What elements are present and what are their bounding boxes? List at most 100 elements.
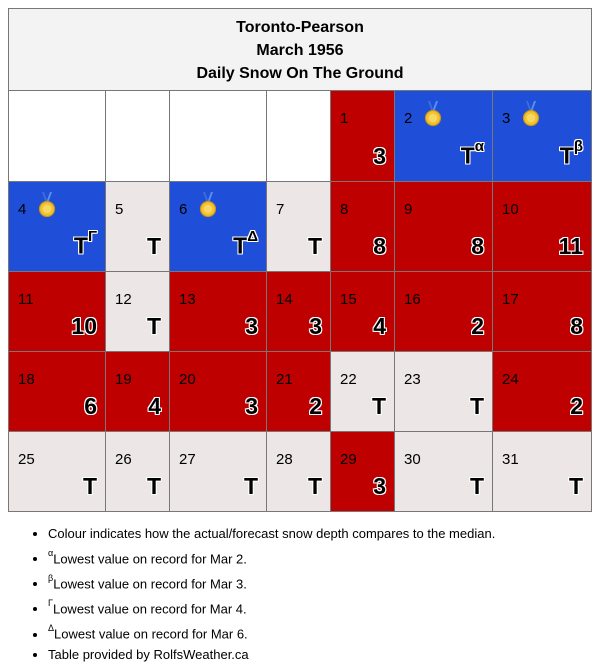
snow-depth-text: T <box>460 143 475 169</box>
empty-cell <box>170 91 267 182</box>
snow-calendar: Toronto-Pearson March 1956 Daily Snow On… <box>8 8 592 512</box>
day-cell-2: 2 Tα <box>395 91 493 182</box>
legend-note-delta: ΔLowest value on record for Mar 6. <box>48 620 592 645</box>
day-cell-13: 13 3 <box>170 272 267 352</box>
day-cell-10: 10 11 <box>493 182 591 272</box>
snow-depth-text: T <box>146 233 161 259</box>
day-cell-16: 16 2 <box>395 272 493 352</box>
snow-depth-value: T <box>83 474 97 498</box>
empty-cell <box>106 91 170 182</box>
empty-cell <box>267 91 331 182</box>
day-cell-20: 20 3 <box>170 352 267 432</box>
day-cell-30: 30 T <box>395 432 493 512</box>
snow-depth-text: 3 <box>373 143 386 169</box>
day-cell-15: 15 4 <box>331 272 395 352</box>
day-number: 26 <box>115 451 132 468</box>
day-number: 23 <box>404 371 421 388</box>
note-marker: α <box>48 547 54 558</box>
snow-depth-text: T <box>307 473 322 499</box>
legend-note-beta: βLowest value on record for Mar 3. <box>48 570 592 595</box>
snow-depth-value: 11 <box>559 234 583 258</box>
day-number: 8 <box>340 201 349 218</box>
empty-cell <box>9 91 106 182</box>
station-name: Toronto-Pearson <box>236 19 364 36</box>
snow-depth-value: T <box>569 474 583 498</box>
snow-depth-value: T <box>372 394 386 418</box>
day-number: 9 <box>404 201 413 218</box>
day-cell-23: 23 T <box>395 352 493 432</box>
snow-depth-text: 3 <box>373 473 386 499</box>
note-text: Lowest value on record for Mar 6. <box>54 626 248 642</box>
day-cell-18: 18 6 <box>9 352 106 432</box>
snow-depth-text: 4 <box>148 393 161 419</box>
credit-note: Table provided by RolfsWeather.ca <box>48 645 592 666</box>
day-number: 15 <box>340 291 357 308</box>
snow-depth-value: 3 <box>373 144 386 168</box>
medal-icon <box>199 192 217 218</box>
day-number: 17 <box>502 291 519 308</box>
day-cell-19: 19 4 <box>106 352 170 432</box>
snow-depth-value: T <box>147 234 161 258</box>
snow-depth-text: 2 <box>309 393 322 419</box>
day-number: 12 <box>115 291 132 308</box>
snow-depth-value: TΓ <box>74 228 97 258</box>
day-number: 2 <box>404 110 413 127</box>
day-number: 20 <box>179 371 196 388</box>
day-cell-4: 4 TΓ <box>9 182 106 272</box>
day-cell-27: 27 T <box>170 432 267 512</box>
snow-depth-value: 6 <box>84 394 97 418</box>
note-marker: Γ <box>48 598 53 609</box>
month-label: March 1956 <box>256 42 344 59</box>
snow-depth-value: 2 <box>570 394 583 418</box>
day-number: 10 <box>502 201 519 218</box>
day-number: 30 <box>404 451 421 468</box>
snow-depth-text: 3 <box>309 313 322 339</box>
snow-depth-value: 8 <box>570 314 583 338</box>
medal-icon <box>522 101 540 127</box>
snow-depth-value: T <box>470 394 484 418</box>
snow-depth-value: 4 <box>148 394 161 418</box>
day-cell-26: 26 T <box>106 432 170 512</box>
day-number: 24 <box>502 371 519 388</box>
day-number: 27 <box>179 451 196 468</box>
snow-depth-text: 10 <box>71 313 97 339</box>
day-cell-12: 12 T <box>106 272 170 352</box>
snow-depth-value: 3 <box>245 314 258 338</box>
snow-depth-text: T <box>559 143 574 169</box>
snow-depth-text: T <box>243 473 258 499</box>
note-text: Lowest value on record for Mar 2. <box>53 551 247 567</box>
day-number: 25 <box>18 451 35 468</box>
snow-depth-text: T <box>233 233 248 259</box>
legend-colour-note: Colour indicates how the actual/forecast… <box>48 524 592 545</box>
day-number: 11 <box>18 291 34 308</box>
day-cell-21: 21 2 <box>267 352 331 432</box>
day-number: 14 <box>276 291 293 308</box>
record-note-marker: β <box>573 138 583 156</box>
snow-depth-text: 3 <box>245 393 258 419</box>
record-note-marker: Δ <box>247 228 258 246</box>
snow-depth-value: 8 <box>373 234 386 258</box>
day-number: 19 <box>115 371 132 388</box>
snow-depth-text: T <box>307 233 322 259</box>
day-cell-22: 22 T <box>331 352 395 432</box>
snow-depth-value: 3 <box>245 394 258 418</box>
snow-depth-text: 2 <box>570 393 583 419</box>
snow-depth-value: 2 <box>309 394 322 418</box>
snow-depth-value: 2 <box>471 314 484 338</box>
snow-depth-text: T <box>568 473 583 499</box>
day-cell-3: 3 Tβ <box>493 91 591 182</box>
day-number: 22 <box>340 371 357 388</box>
legend-note-alpha: αLowest value on record for Mar 2. <box>48 545 592 570</box>
day-number: 31 <box>502 451 519 468</box>
snow-depth-text: 4 <box>373 313 386 339</box>
day-number: 29 <box>340 451 357 468</box>
snow-depth-text: 2 <box>471 313 484 339</box>
day-number: 3 <box>502 110 511 127</box>
day-cell-28: 28 T <box>267 432 331 512</box>
snow-depth-text: T <box>469 393 484 419</box>
snow-depth-value: T <box>308 234 322 258</box>
